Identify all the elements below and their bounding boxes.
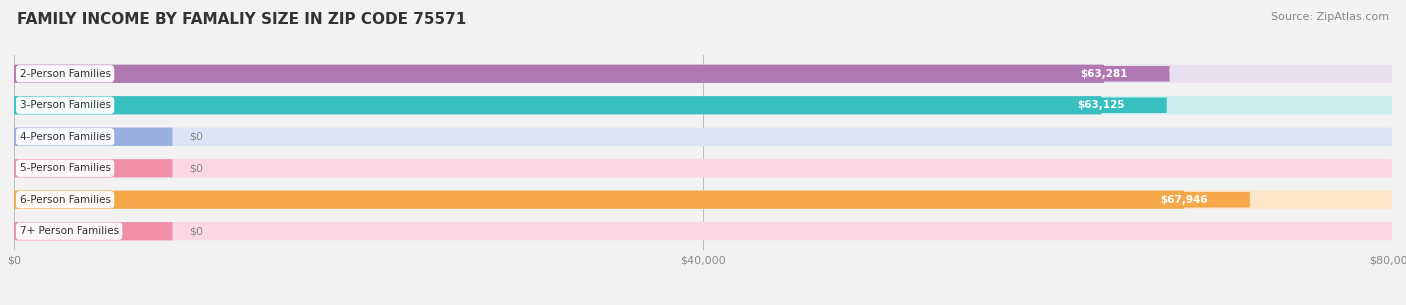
Text: 3-Person Families: 3-Person Families — [20, 100, 111, 110]
FancyBboxPatch shape — [14, 159, 1392, 178]
FancyBboxPatch shape — [14, 191, 1184, 209]
FancyBboxPatch shape — [14, 96, 1101, 114]
Text: $67,946: $67,946 — [1160, 195, 1208, 205]
Text: $0: $0 — [188, 163, 202, 173]
FancyBboxPatch shape — [1039, 66, 1170, 81]
Text: 4-Person Families: 4-Person Families — [20, 132, 111, 142]
FancyBboxPatch shape — [14, 65, 1104, 83]
Text: $0: $0 — [188, 132, 202, 142]
FancyBboxPatch shape — [14, 65, 1392, 83]
FancyBboxPatch shape — [14, 127, 173, 146]
FancyBboxPatch shape — [1119, 192, 1250, 207]
FancyBboxPatch shape — [1036, 98, 1167, 113]
Text: 7+ Person Families: 7+ Person Families — [20, 226, 118, 236]
FancyBboxPatch shape — [14, 127, 1392, 146]
Text: FAMILY INCOME BY FAMALIY SIZE IN ZIP CODE 75571: FAMILY INCOME BY FAMALIY SIZE IN ZIP COD… — [17, 12, 467, 27]
Text: 5-Person Families: 5-Person Families — [20, 163, 111, 173]
FancyBboxPatch shape — [14, 96, 1392, 114]
Text: $63,125: $63,125 — [1077, 100, 1125, 110]
FancyBboxPatch shape — [14, 159, 173, 178]
FancyBboxPatch shape — [14, 191, 1392, 209]
Text: 2-Person Families: 2-Person Families — [20, 69, 111, 79]
Text: 6-Person Families: 6-Person Families — [20, 195, 111, 205]
Text: $63,281: $63,281 — [1080, 69, 1128, 79]
FancyBboxPatch shape — [14, 222, 173, 240]
Text: $0: $0 — [188, 226, 202, 236]
Text: Source: ZipAtlas.com: Source: ZipAtlas.com — [1271, 12, 1389, 22]
FancyBboxPatch shape — [14, 222, 1392, 240]
